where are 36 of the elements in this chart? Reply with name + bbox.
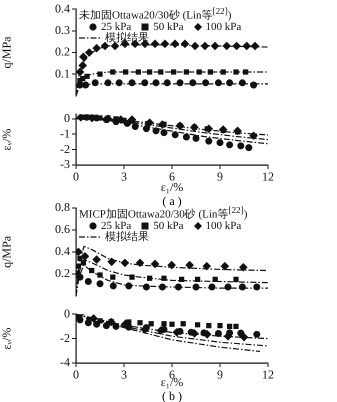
y-axis-title: q/MPa bbox=[0, 36, 14, 69]
x-tick-label: 12 bbox=[262, 367, 274, 382]
x-tick-label: 3 bbox=[121, 367, 127, 382]
legend-title: 未加固Ottawa20/30砂 (Lin等$^{[22]}$) bbox=[79, 6, 232, 22]
y-axis-title: q/MPa bbox=[0, 235, 14, 268]
x-tick-label: 9 bbox=[217, 169, 223, 184]
y-tick-label: -2 bbox=[60, 330, 70, 345]
y-tick-label: 0 bbox=[64, 110, 70, 125]
x-tick-label: 0 bbox=[73, 169, 79, 184]
y-tick-label: -4 bbox=[60, 355, 70, 370]
y-tick-label: 0.3 bbox=[55, 23, 70, 38]
y-axis-title: εᵥ/% bbox=[0, 128, 14, 151]
y-tick-label: 0.2 bbox=[55, 266, 70, 280]
x-tick-label: 12 bbox=[262, 169, 274, 184]
y-axis-title: εᵥ/% bbox=[0, 328, 14, 350]
y-tick-label: 0.4 bbox=[55, 244, 70, 258]
y-tick-label: 0.8 bbox=[55, 200, 70, 214]
y-tick-label: -2 bbox=[60, 142, 70, 156]
legend-label: 50 kPa bbox=[153, 20, 184, 33]
y-tick-label: 0.6 bbox=[55, 222, 70, 236]
x-tick-label: 0 bbox=[73, 367, 79, 382]
y-tick-label: -3 bbox=[60, 157, 70, 172]
y-tick-label: 0 bbox=[64, 306, 70, 320]
y-tick-label: 0.4 bbox=[55, 1, 70, 16]
legend-label: 100 kPa bbox=[206, 20, 242, 33]
legend-label: 50 kPa bbox=[153, 220, 184, 232]
y-tick-label: 0.1 bbox=[55, 66, 70, 80]
annotation: ( a ) bbox=[162, 194, 182, 208]
legend-label: 模拟结果 bbox=[105, 230, 149, 243]
legend-label: 25 kPa bbox=[101, 20, 132, 33]
y-tick-label: -1 bbox=[60, 126, 70, 140]
x-tick-label: 3 bbox=[121, 169, 127, 184]
y-tick-label: 0.2 bbox=[55, 44, 70, 59]
legend-label: 100 kPa bbox=[206, 220, 242, 232]
x-tick-label: 9 bbox=[217, 367, 223, 382]
legend-label: 25 kPa bbox=[101, 220, 132, 232]
